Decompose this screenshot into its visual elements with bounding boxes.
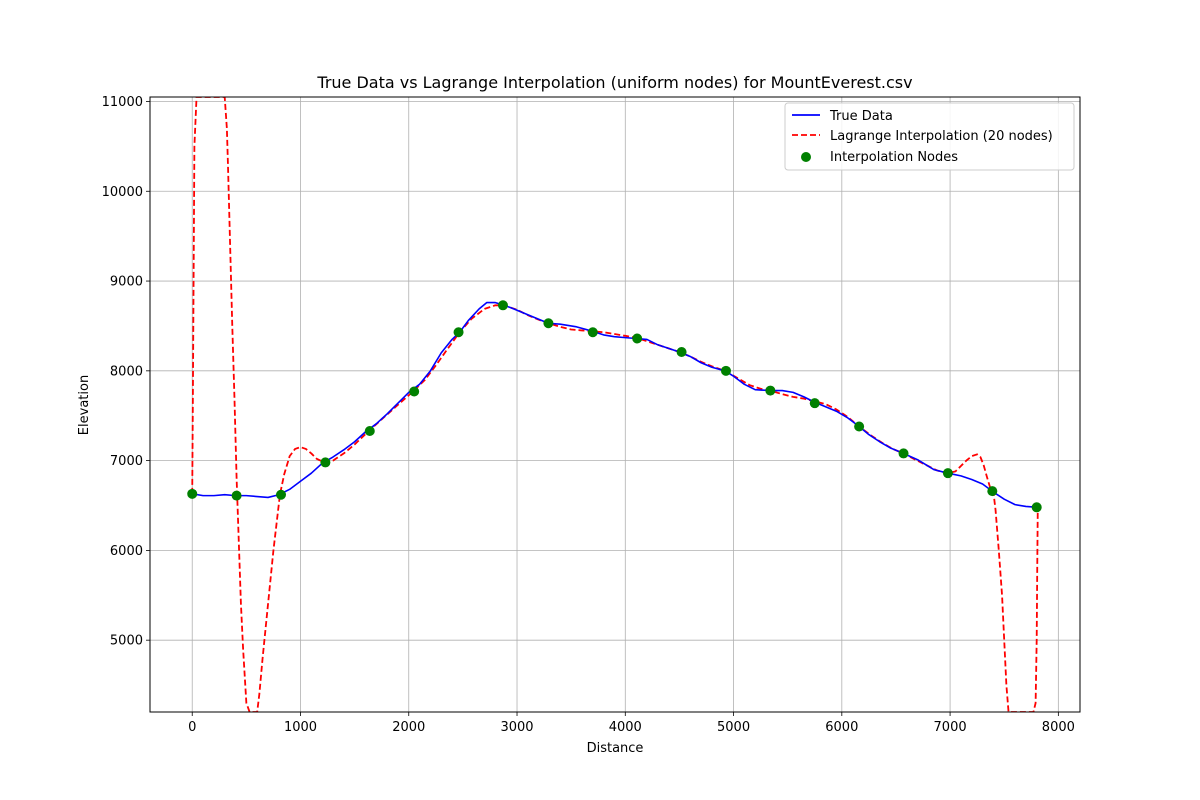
legend-label-true-data: True Data — [829, 109, 893, 124]
interpolation-node — [898, 448, 909, 459]
y-tick-label: 6000 — [110, 544, 143, 559]
legend-box — [784, 102, 1075, 171]
x-tick-label: 8000 — [1042, 720, 1075, 735]
interpolation-node — [809, 398, 820, 409]
y-tick-label: 8000 — [110, 364, 143, 379]
chart-title: True Data vs Lagrange Interpolation (uni… — [316, 73, 912, 92]
series-lagrange-line — [191, 97, 1039, 712]
interpolation-node — [320, 457, 331, 468]
plot-frame — [149, 96, 1081, 713]
x-tick-label: 7000 — [934, 720, 967, 735]
interpolation-node — [1031, 502, 1042, 513]
y-tick-label: 10000 — [102, 185, 143, 200]
interpolation-node — [587, 327, 598, 338]
interpolation-node — [453, 327, 464, 338]
x-tick-label: 1000 — [284, 720, 317, 735]
legend-swatch-nodes — [801, 152, 811, 162]
interpolation-node — [187, 488, 198, 499]
interpolation-node — [364, 425, 375, 436]
legend: True Data Lagrange Interpolation (20 nod… — [784, 102, 1075, 171]
legend-label-nodes: Interpolation Nodes — [830, 150, 958, 165]
x-axis: 0 1000 2000 3000 4000 5000 6000 7000 8000 — [188, 712, 1075, 735]
interpolation-node — [765, 385, 776, 396]
y-tick-label: 9000 — [110, 275, 143, 290]
grid — [150, 97, 1080, 712]
x-axis-title: Distance — [587, 741, 644, 756]
interpolation-node — [632, 333, 643, 344]
x-tick-label: 2000 — [392, 720, 425, 735]
y-tick-label: 5000 — [110, 634, 143, 649]
interpolation-node — [942, 468, 953, 479]
interpolation-node — [276, 489, 287, 500]
y-axis-title: Elevation — [77, 375, 92, 435]
interpolation-node — [676, 346, 687, 357]
y-tick-label: 7000 — [110, 454, 143, 469]
plot-series — [187, 97, 1042, 712]
x-tick-label: 5000 — [717, 720, 750, 735]
interpolation-node — [409, 386, 420, 397]
series-true-data-line — [192, 301, 1038, 509]
interpolation-node — [987, 486, 998, 497]
interpolation-node — [543, 318, 554, 329]
interpolation-node — [231, 490, 242, 501]
interpolation-node — [720, 365, 731, 376]
x-tick-label: 4000 — [609, 720, 642, 735]
x-tick-label: 6000 — [825, 720, 858, 735]
x-tick-label: 0 — [188, 720, 196, 735]
x-tick-label: 3000 — [500, 720, 533, 735]
interpolation-node — [497, 300, 508, 311]
legend-label-lagrange: Lagrange Interpolation (20 nodes) — [830, 129, 1053, 144]
y-tick-label: 11000 — [102, 95, 143, 110]
interpolation-node — [854, 421, 865, 432]
y-axis: 5000 6000 7000 8000 9000 10000 11000 — [102, 95, 150, 649]
